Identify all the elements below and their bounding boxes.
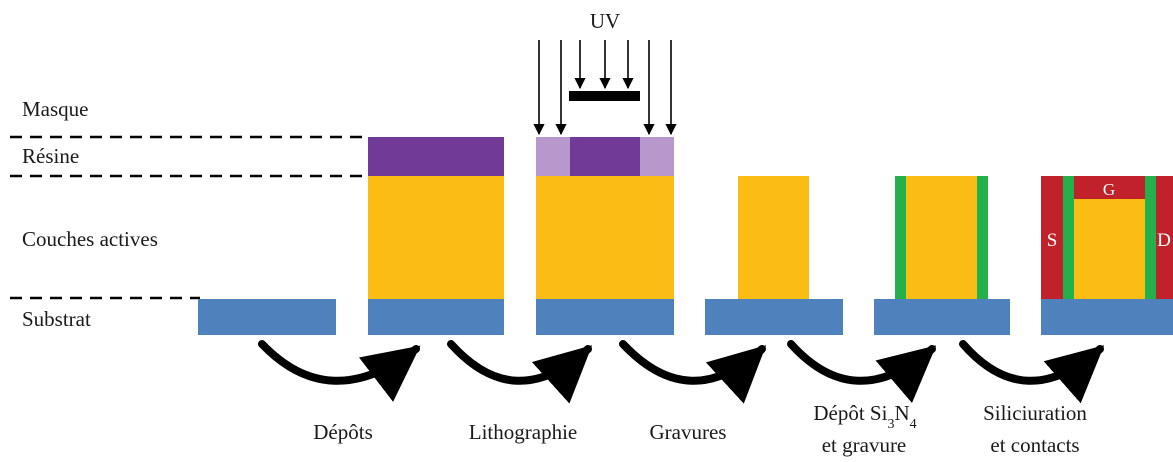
label-substrat: Substrat	[22, 307, 91, 331]
stage3-resin-exposed-right	[640, 137, 674, 176]
stage2-stack	[368, 137, 504, 335]
arrow-nitride	[787, 340, 937, 404]
gate-label: G	[1103, 180, 1115, 199]
stage6-spacer-right	[1145, 176, 1156, 299]
stage3-resin-exposed-left	[536, 137, 570, 176]
stage4-stack	[705, 176, 843, 335]
nitride-sub1: 3	[887, 417, 894, 432]
process-arrows	[258, 340, 1105, 404]
source-contact	[1041, 176, 1063, 299]
nitride-mid: N	[894, 401, 909, 425]
stage5-spacer-left	[895, 176, 906, 299]
label-masque: Masque	[22, 97, 89, 121]
stage3-resin-masked	[570, 137, 640, 176]
arrow-silic	[959, 340, 1105, 404]
step-label-lithographie: Lithographie	[469, 420, 577, 444]
stage2-resin	[368, 137, 504, 176]
step-label-nitride-line1: Dépôt Si3N4	[813, 401, 916, 432]
step-label-depots: Dépôts	[313, 420, 373, 444]
label-resine: Résine	[22, 144, 79, 168]
stage5-substrate	[874, 299, 1010, 335]
stage6-stack: G S D	[1041, 176, 1173, 335]
stage3-substrate	[536, 299, 674, 335]
stage5-spacer-right	[977, 176, 988, 299]
photomask	[569, 91, 640, 101]
arrow-depots	[258, 340, 421, 402]
stage3-stack: UV	[533, 9, 677, 335]
step-label-silic-line2: et contacts	[990, 433, 1079, 457]
source-label: S	[1047, 230, 1058, 251]
arrow-litho	[447, 340, 593, 404]
step-label-gravures: Gravures	[650, 420, 727, 444]
step-label-nitride-line2: et gravure	[822, 433, 907, 457]
arrow-gravures	[619, 340, 767, 404]
step-label-silic-line1: Siliciuration	[983, 401, 1087, 425]
nitride-prefix: Dépôt Si	[813, 401, 887, 425]
stage5-active-fin	[906, 176, 977, 299]
stage6-substrate	[1041, 299, 1173, 335]
label-couches-actives: Couches actives	[22, 227, 158, 251]
drain-contact	[1156, 176, 1173, 299]
stage4-substrate	[705, 299, 843, 335]
stage5-stack	[874, 176, 1010, 335]
drain-label: D	[1157, 230, 1171, 251]
gate-contact	[1074, 176, 1145, 199]
stage2-substrate	[368, 299, 504, 335]
stage3-active-layers	[536, 176, 674, 299]
stage2-active-layers	[368, 176, 504, 299]
stage6-spacer-left	[1063, 176, 1074, 299]
stage4-active-fin	[738, 176, 809, 299]
label-uv: UV	[590, 9, 620, 33]
nitride-sub2: 4	[910, 417, 917, 432]
stage1-substrate	[198, 299, 336, 335]
